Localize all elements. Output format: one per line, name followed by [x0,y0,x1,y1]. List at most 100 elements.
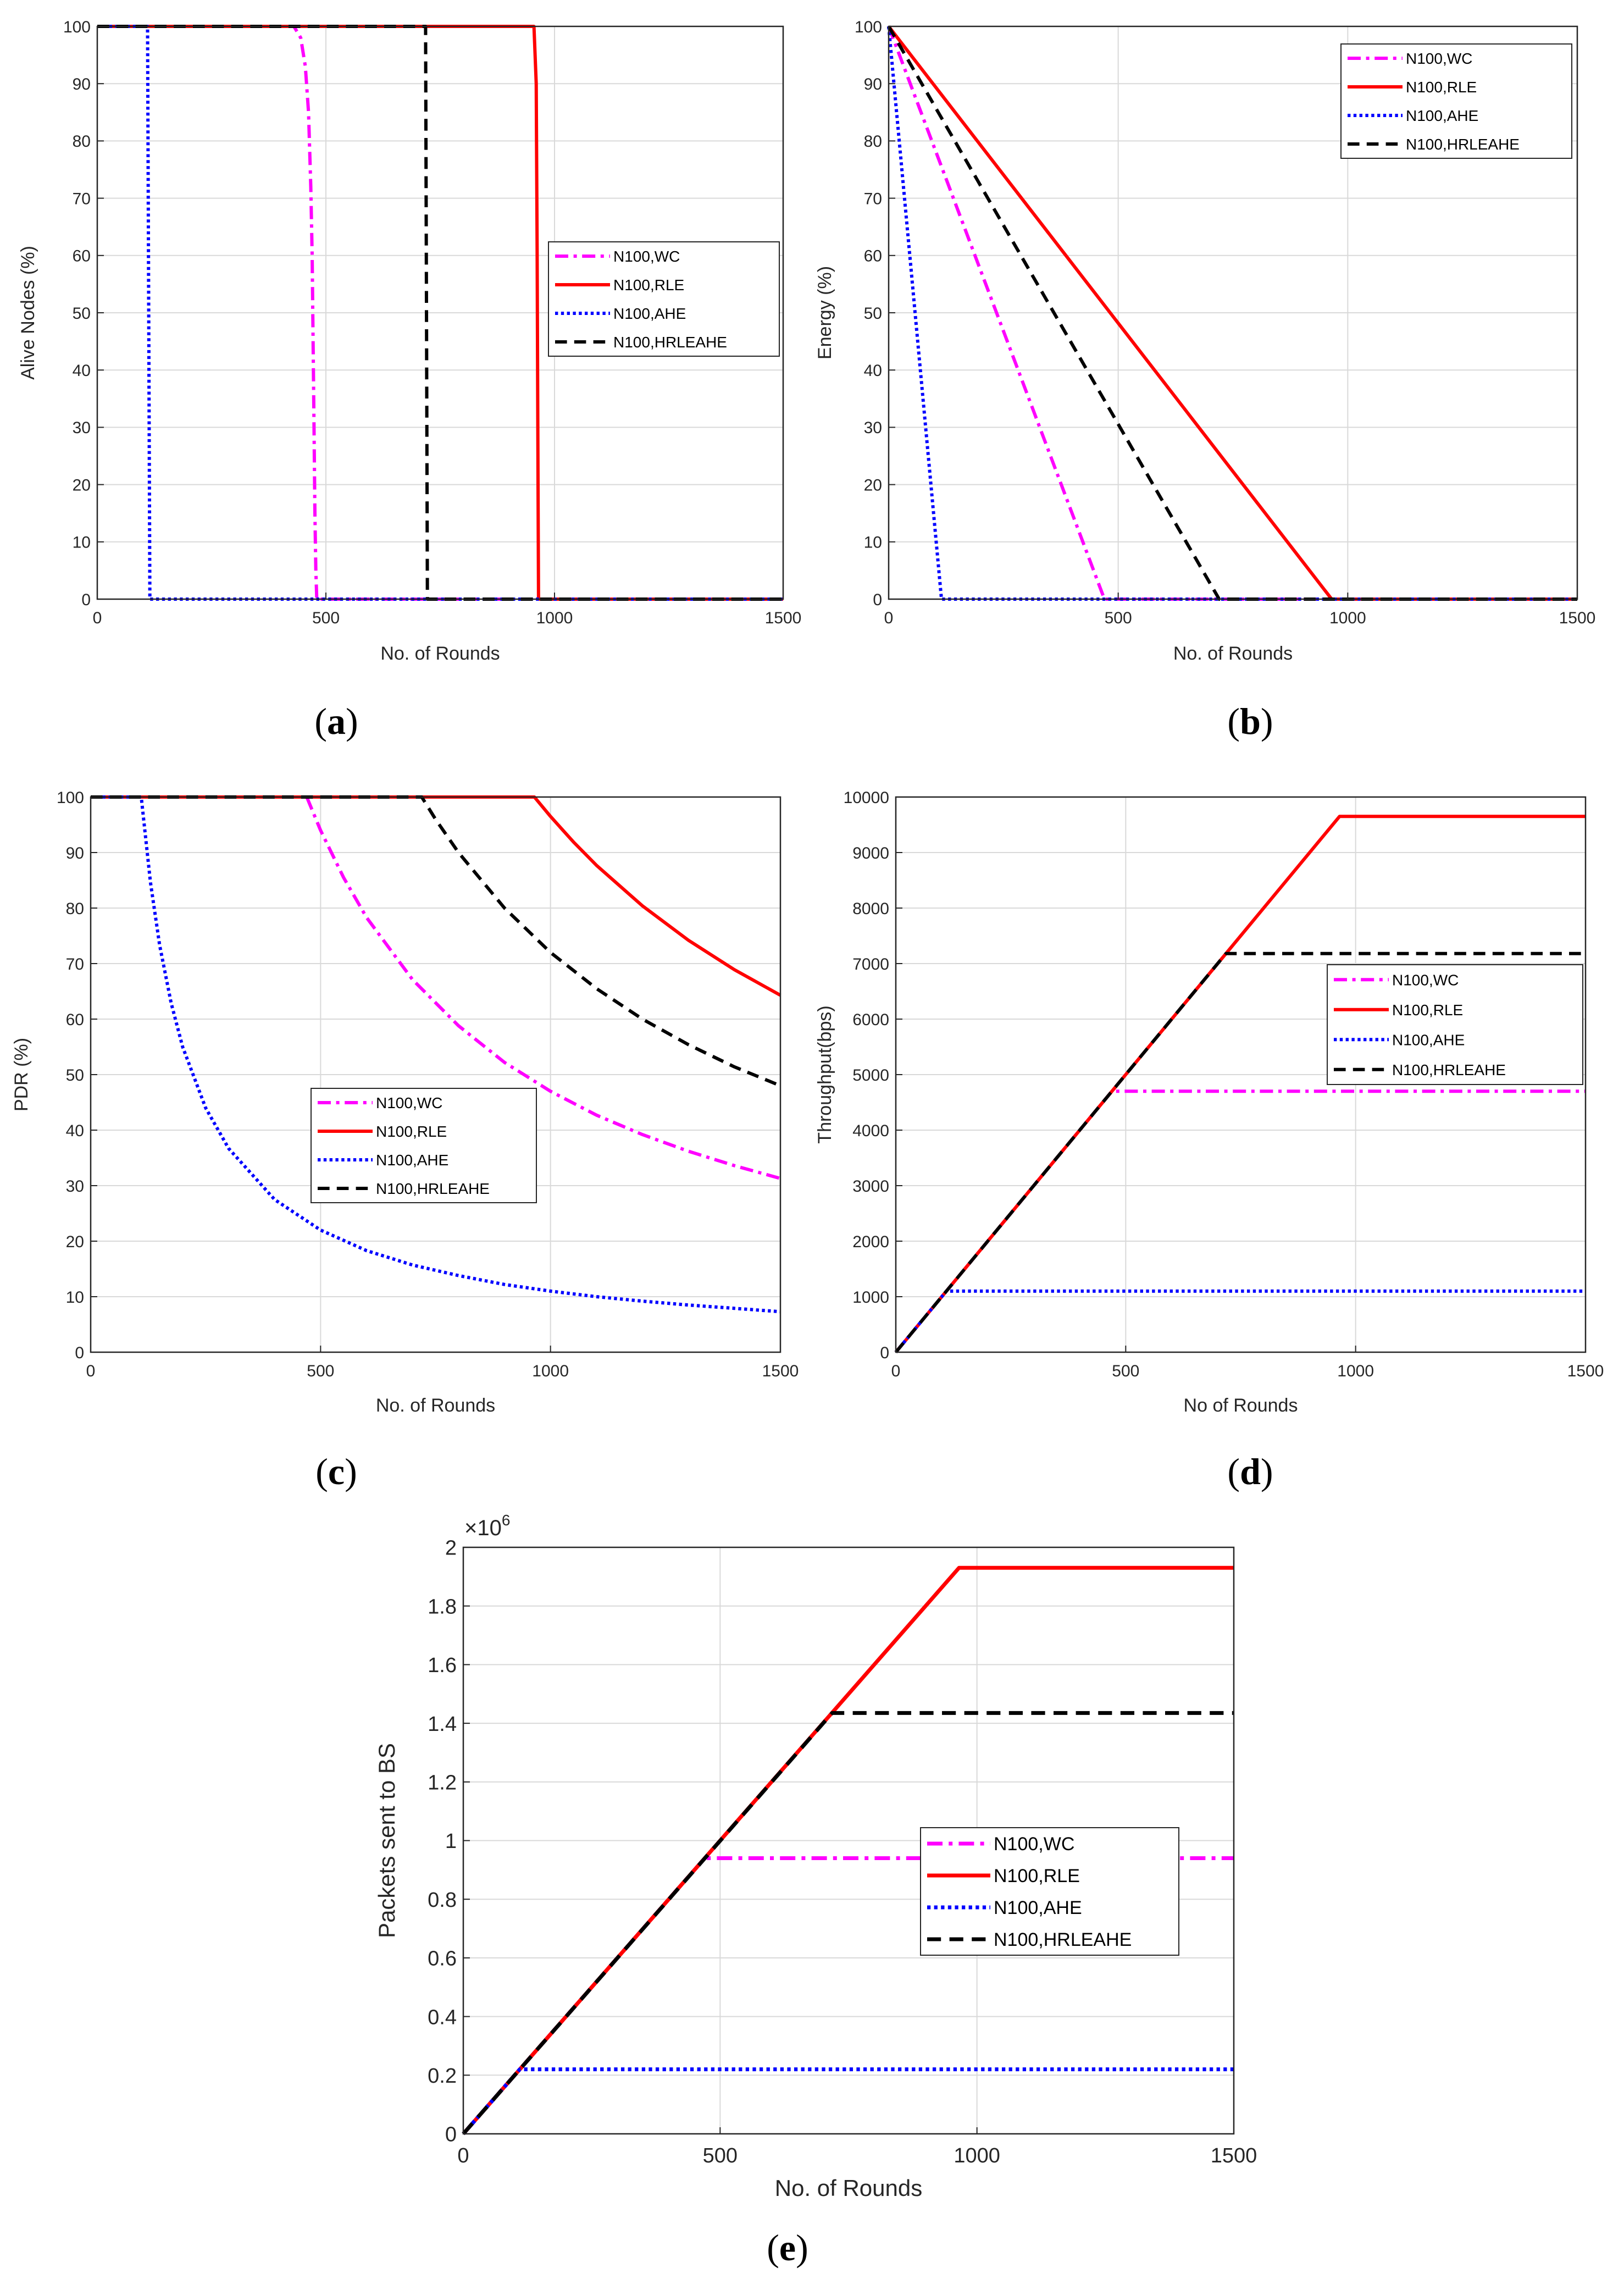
x-tick-label: 1000 [532,1362,569,1380]
x-tick-label: 1500 [762,1362,799,1380]
x-tick-label: 1500 [1567,1362,1604,1380]
caption-close-paren: ) [796,2227,808,2269]
x-tick-label: 500 [312,609,340,627]
y-tick-label: 20 [66,1233,84,1251]
y-axis-label: Packets sent to BS [374,1743,400,1938]
y-tick-label: 0.8 [428,1889,457,1912]
series-line-wc [91,795,781,1180]
x-axis-label: No. of Rounds [775,2175,923,2201]
chart-panel-a: 0 500 1000 1500 0 10 20 30 40 50 60 70 80 90 100 No. of… [18,18,801,742]
y-tick-label: 0 [880,1344,889,1362]
legend-entry-wc: N100,WC [1406,50,1472,67]
y-tick-label: 10 [73,534,91,552]
x-tick-label: 0 [891,1362,901,1380]
x-tick-label: 0 [86,1362,96,1380]
y-tick-label: 1000 [852,1288,889,1307]
y-tick-label: 50 [73,305,91,323]
legend-entry-ahe: N100,AHE [1392,1031,1465,1048]
y-tick-label: 5000 [852,1066,889,1085]
legend-box [1340,43,1572,159]
x-tick-label: 1500 [1559,609,1596,627]
y-tick-label: 30 [66,1177,84,1196]
x-tick-label: 500 [1105,609,1132,627]
y-tick-label: 0 [81,591,91,609]
legend-entry-rle: N100,RLE [994,1866,1080,1886]
y-tick-label: 70 [864,190,882,208]
legend-entry-hrleahe: N100,HRLEAHE [376,1180,490,1197]
legend: N100,WC N100,RLE N100,AHE N100,HRLEAHE [311,1088,537,1203]
caption-open-paren: ( [767,2227,779,2269]
y-tick-label: 60 [66,1011,84,1029]
y-axis-label: Alive Nodes (%) [18,246,38,380]
y-tick-label: 80 [864,132,882,151]
legend-entry-wc: N100,WC [994,1834,1074,1855]
caption-open-paren: ( [1227,1451,1240,1492]
y-tick-label: 50 [66,1066,84,1085]
y-tick-label: 1.8 [428,1595,457,1618]
caption-letter: e [779,2227,796,2269]
caption-letter: a [327,700,346,742]
caption-open-paren: ( [314,700,327,742]
legend-entry-ahe: N100,AHE [376,1152,448,1169]
series-line-rle [91,795,781,997]
x-tick-label: 1500 [1211,2144,1257,2167]
y-tick-label: 10 [864,534,882,552]
panel-caption: (e) [767,2227,808,2269]
legend-entry-rle: N100,RLE [1392,1002,1463,1019]
legend-entry-rle: N100,RLE [376,1123,447,1140]
legend-box [920,1827,1179,1956]
series-line-hrleahe [462,1711,1234,2135]
y-tick-label: 20 [864,476,882,494]
legend-entry-rle: N100,RLE [1406,79,1477,96]
panel-caption: (b) [1227,700,1273,742]
legend-entry-hrleahe: N100,HRLEAHE [1406,136,1520,153]
caption-letter: d [1240,1451,1261,1492]
x-axis-label: No. of Rounds [376,1395,495,1416]
legend-entry-hrleahe: N100,HRLEAHE [994,1929,1132,1950]
y-axis-label: Throughput(bps) [814,1005,835,1143]
y-tick-label: 40 [864,362,882,380]
legend-box [1327,964,1583,1085]
y-tick-label: 20 [73,476,91,494]
y-tick-label: 80 [66,900,84,918]
y-tick-label: 7000 [852,955,889,973]
y-tick-label: 30 [864,419,882,437]
y-tick-label: 2 [445,1537,457,1560]
legend: N100,WC N100,RLE N100,AHE N100,HRLEAHE [920,1827,1179,1956]
legend-entry-ahe: N100,AHE [1406,107,1478,124]
panel-caption: (d) [1227,1451,1273,1492]
caption-close-paren: ) [345,1451,357,1492]
legend-entry-wc: N100,WC [376,1094,442,1111]
caption-close-paren: ) [346,700,358,742]
x-tick-label: 500 [307,1362,334,1380]
y-tick-label: 0.2 [428,2065,457,2088]
x-axis-label: No of Rounds [1184,1395,1298,1416]
chart-panel-c: 0 500 1000 1500 0 10 20 30 40 50 60 70 80 90 100 No. of… [11,789,799,1492]
x-axis-label: No. of Rounds [380,643,500,664]
y-tick-label: 0.4 [428,2006,457,2029]
panel-caption: (a) [314,700,358,742]
x-tick-label: 500 [1112,1362,1139,1380]
y-tick-label: 1.2 [428,1771,457,1794]
x-tick-label: 1000 [1337,1362,1374,1380]
legend-box [548,241,780,357]
x-tick-label: 500 [703,2144,738,2167]
caption-open-paren: ( [315,1451,328,1492]
y-tick-label: 0 [873,591,882,609]
y-tick-label: 100 [57,789,84,807]
y-tick-label: 6000 [852,1011,889,1029]
caption-letter: c [328,1451,345,1492]
chart-panel-d: 0 500 1000 1500 0 1000 2000 3000 4000 5000 6000 700… [814,789,1604,1492]
x-tick-label: 1000 [954,2144,1000,2167]
y-tick-label: 10000 [844,789,889,807]
caption-open-paren: ( [1227,700,1240,742]
y-tick-label: 80 [73,132,91,151]
x-axis-label: No. of Rounds [1173,643,1293,664]
x-tick-label: 0 [884,609,894,627]
y-axis-label: PDR (%) [11,1038,32,1111]
y-tick-label: 0 [75,1344,84,1362]
series-line-ahe [91,795,781,1314]
caption-letter: b [1240,700,1261,742]
legend-entry-wc: N100,WC [1392,971,1459,988]
y-tick-label: 30 [73,419,91,437]
